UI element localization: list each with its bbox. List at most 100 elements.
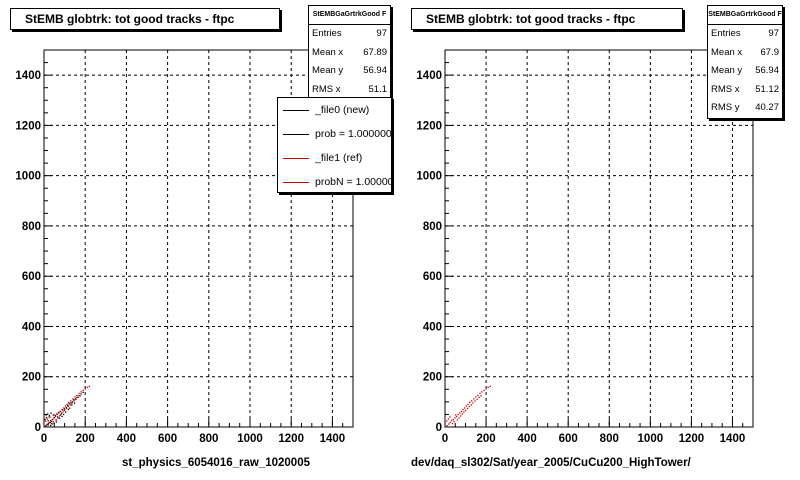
plot-1-data-point	[76, 394, 78, 397]
stats-value: 56.94	[755, 65, 779, 76]
stats-label: RMS x	[312, 83, 341, 95]
plot-2-data-point	[478, 396, 480, 399]
plot-1-title: StEMB globtrk: tot good tracks - ftpc	[10, 8, 280, 30]
plot-2-y-tick-label: 400	[423, 321, 442, 333]
plot-2-data-point	[446, 424, 448, 427]
plot-1-y-tick-label: 800	[22, 221, 41, 233]
plot-1-x-tick-label: 1000	[237, 433, 263, 445]
plot-1-data-point	[64, 405, 67, 407]
stats-value: 97	[768, 28, 779, 39]
plot-1-y-tick-label: 400	[22, 321, 41, 333]
plot-1-data-point	[48, 414, 51, 417]
plot-2-data-point	[457, 413, 459, 416]
plot-2-data-point	[483, 389, 485, 392]
plot-1-data-point	[62, 409, 64, 411]
plot-1-x-tick-label: 200	[76, 433, 95, 445]
plot-1-data-point	[64, 409, 66, 412]
plot-1-data-point	[60, 413, 63, 415]
plot-1-data-point	[48, 421, 50, 424]
plot-1-data-point	[68, 403, 70, 405]
plot-1-data-point	[71, 404, 73, 406]
plot-1-x-tick-label: 1400	[320, 433, 346, 445]
stats-label: RMS x	[711, 83, 740, 95]
stats-label: Mean y	[711, 65, 743, 76]
plot-2-y-tick-label: 800	[423, 221, 442, 233]
plot-1-data-point	[77, 396, 79, 399]
plot-1-data-point	[56, 416, 59, 418]
plot-2-data-point	[469, 401, 471, 404]
plot-2-data-point	[449, 416, 451, 418]
stats-name: StEMBGaGrtrkGood F	[309, 6, 390, 25]
plot-2-data-point	[447, 418, 449, 420]
plot-2-data-point	[453, 420, 455, 423]
plot-1-data-point	[56, 413, 58, 416]
plot-1-data-point	[67, 405, 69, 407]
stats-value: 51.1	[368, 83, 388, 95]
stats-value: 51.12	[755, 83, 779, 95]
plot-1-data-point	[70, 400, 72, 402]
plot-1-data-point	[55, 419, 58, 421]
plot-1-data-point	[69, 404, 72, 406]
plot-2-x-tick-label: 1400	[720, 433, 746, 445]
plot-2-data-point	[452, 418, 454, 421]
plot-1-data-point	[70, 402, 72, 404]
plot-1-data-point	[62, 413, 65, 416]
plot-1-x-tick-label: 0	[41, 433, 47, 445]
plot-2-y-tick-label: 200	[423, 372, 442, 384]
plot-1-data-point	[67, 405, 70, 408]
plot-1-data-point	[45, 416, 48, 419]
plot-1-data-point	[47, 424, 49, 426]
plot-1-data-point	[61, 415, 63, 418]
plot-1-data-point	[80, 391, 82, 393]
stats-label: Entries	[312, 28, 342, 39]
plot-1-data-point	[86, 386, 88, 388]
plot-1-data-point	[51, 418, 53, 421]
legend-text: prob = 1.000000	[315, 128, 391, 140]
plot-1-data-point	[82, 391, 84, 394]
plot-1-data-point	[62, 411, 64, 413]
plot-2-x-tick-label: 800	[600, 433, 619, 445]
plot-1-data-point	[58, 412, 60, 414]
plot-2-x-tick-label: 400	[518, 433, 537, 445]
stats-value: 97	[376, 28, 387, 39]
plot-1-data-point	[50, 412, 52, 414]
plot-2-data-point	[470, 404, 472, 406]
plot-2-data-point	[487, 386, 489, 388]
plot-1-data-point	[65, 411, 67, 413]
plot-1-data-point	[74, 396, 76, 398]
plot-2-y-tick-label: 1400	[416, 70, 442, 82]
plot-2-data-point	[473, 398, 475, 400]
stats-row: Mean x 67.9	[708, 44, 782, 63]
stats-row: RMS y 40.27	[708, 99, 782, 118]
plot-1-data-point	[49, 424, 52, 427]
plot-1-data-point	[46, 418, 48, 420]
plot-2-data-point	[474, 400, 476, 402]
plot-2-data-point	[479, 392, 481, 395]
stats-row: Mean y 56.94	[708, 62, 782, 81]
legend-line-new	[283, 109, 309, 111]
plot-1-data-point	[68, 401, 70, 404]
plot-2-data-point	[480, 395, 482, 397]
plot-2-data-point	[489, 385, 491, 387]
plot-1-stats-box: StEMBGaGrtrkGood F Entries 97 Mean x 67.89…	[308, 5, 391, 100]
plot-1-data-point	[59, 414, 62, 416]
legend-line-ref	[283, 181, 309, 183]
plot-1-data-point	[53, 417, 55, 419]
plot-2-data-point	[467, 403, 469, 406]
plot-2-data-point	[464, 409, 467, 412]
plot-2-x-tick-label: 200	[476, 433, 495, 445]
plot-2-data-point	[446, 420, 448, 422]
plot-1-data-point	[50, 422, 53, 425]
legend-entry: probN = 1.000000	[278, 170, 391, 192]
plot-1-data-point	[45, 420, 47, 422]
plot-1-data-point	[65, 406, 67, 409]
plot-1-y-tick-label: 600	[22, 271, 41, 283]
legend-line-ref	[283, 157, 309, 159]
plot-2-data-point	[466, 407, 469, 410]
stats-row: RMS x 51.12	[708, 81, 782, 100]
plot-1-legend: _file0 (new) prob = 1.000000 _file1 (ref…	[277, 97, 392, 193]
plot-2-data-point	[451, 422, 454, 425]
plot-1-x-tick-label: 800	[199, 433, 218, 445]
plot-2-data-point	[464, 407, 466, 409]
stats-value: 67.89	[363, 46, 387, 58]
